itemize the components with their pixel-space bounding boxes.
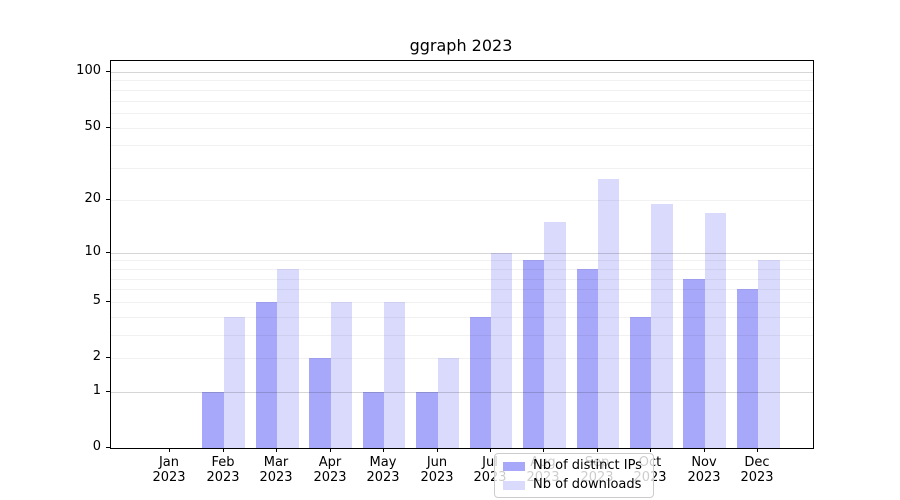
bar-nb-of-downloads-jun-2023 — [437, 358, 459, 448]
bar-nb-of-distinct-ips-jun-2023 — [416, 391, 438, 448]
minor-grid-line-30 — [111, 168, 813, 169]
y-tick-label-0: 0 — [92, 439, 101, 454]
bar-nb-of-downloads-jul-2023 — [491, 252, 513, 448]
legend: Nb of distinct IPs Nb of downloads — [494, 453, 654, 498]
x-tick-label-feb-2023: Feb 2023 — [206, 455, 240, 485]
minor-grid-line-70 — [111, 101, 813, 102]
bar-nb-of-downloads-sep-2023 — [597, 179, 620, 448]
y-tick-label-10: 10 — [84, 244, 101, 259]
minor-grid-line-80 — [111, 90, 813, 91]
y-tick-label-1: 1 — [92, 383, 101, 398]
y-tick-mark-5 — [106, 301, 110, 302]
y-tick-label-2: 2 — [92, 349, 101, 364]
x-tick-label-jan-2023: Jan 2023 — [152, 455, 186, 485]
y-tick-label-100: 100 — [76, 63, 101, 78]
plot-area: Nb of distinct IPs Nb of downloads — [110, 60, 814, 498]
x-tick-label-mar-2023: Mar 2023 — [259, 455, 293, 485]
bar-nb-of-distinct-ips-jul-2023 — [469, 316, 491, 448]
bar-nb-of-downloads-apr-2023 — [330, 302, 353, 448]
x-tick-label-dec-2023: Dec 2023 — [740, 455, 774, 485]
x-tick-mark-feb-2023 — [223, 448, 224, 452]
minor-grid-line-50 — [111, 128, 813, 129]
y-tick-mark-10 — [106, 252, 110, 253]
y-tick-mark-20 — [106, 199, 110, 200]
bar-nb-of-downloads-aug-2023 — [544, 222, 566, 448]
bar-nb-of-downloads-nov-2023 — [704, 212, 727, 448]
chart-title: ggraph 2023 — [409, 36, 513, 55]
bar-nb-of-distinct-ips-nov-2023 — [683, 278, 705, 448]
x-tick-mark-jan-2023 — [169, 448, 170, 452]
bar-nb-of-distinct-ips-sep-2023 — [576, 268, 598, 448]
legend-swatch-downloads — [503, 480, 525, 490]
legend-label-distinct-ips: Nb of distinct IPs — [533, 458, 642, 473]
x-tick-mark-mar-2023 — [276, 448, 277, 452]
minor-grid-line-20 — [111, 200, 813, 201]
x-tick-mark-jul-2023 — [490, 448, 491, 452]
y-tick-label-50: 50 — [84, 119, 101, 134]
x-tick-mark-may-2023 — [383, 448, 384, 452]
bar-nb-of-downloads-feb-2023 — [223, 316, 246, 448]
bar-nb-of-distinct-ips-mar-2023 — [255, 302, 278, 448]
bar-nb-of-distinct-ips-may-2023 — [362, 391, 385, 448]
y-tick-label-5: 5 — [92, 293, 101, 308]
x-tick-label-jun-2023: Jun 2023 — [420, 455, 454, 485]
bar-nb-of-downloads-may-2023 — [384, 302, 406, 448]
legend-label-downloads: Nb of downloads — [533, 477, 642, 492]
legend-entry-downloads: Nb of downloads — [503, 477, 645, 493]
x-tick-mark-jun-2023 — [437, 448, 438, 452]
x-tick-mark-nov-2023 — [704, 448, 705, 452]
x-tick-mark-apr-2023 — [330, 448, 331, 452]
legend-swatch-distinct-ips — [503, 461, 525, 471]
bar-nb-of-distinct-ips-aug-2023 — [523, 260, 545, 448]
bar-nb-of-distinct-ips-dec-2023 — [736, 289, 759, 448]
major-grid-line-100 — [111, 72, 813, 73]
bar-nb-of-distinct-ips-oct-2023 — [629, 316, 652, 448]
bar-nb-of-downloads-mar-2023 — [277, 268, 299, 448]
bar-nb-of-downloads-dec-2023 — [758, 260, 780, 448]
y-tick-label-20: 20 — [84, 191, 101, 206]
x-tick-label-apr-2023: Apr 2023 — [313, 455, 347, 485]
y-tick-mark-50 — [106, 127, 110, 128]
x-tick-label-nov-2023: Nov 2023 — [687, 455, 721, 485]
y-tick-mark-0 — [106, 447, 110, 448]
y-tick-mark-2 — [106, 357, 110, 358]
y-tick-mark-100 — [106, 71, 110, 72]
minor-grid-line-60 — [111, 113, 813, 114]
bar-nb-of-distinct-ips-feb-2023 — [202, 391, 224, 448]
bar-nb-of-distinct-ips-apr-2023 — [309, 358, 331, 448]
y-tick-mark-1 — [106, 391, 110, 392]
x-tick-label-may-2023: May 2023 — [366, 455, 400, 485]
minor-grid-line-90 — [111, 80, 813, 81]
minor-grid-line-40 — [111, 145, 813, 146]
bar-nb-of-downloads-oct-2023 — [651, 203, 673, 448]
x-tick-mark-oct-2023 — [650, 448, 651, 452]
x-tick-mark-aug-2023 — [543, 448, 544, 452]
x-tick-mark-dec-2023 — [757, 448, 758, 452]
x-tick-mark-sep-2023 — [597, 448, 598, 452]
legend-entry-distinct-ips: Nb of distinct IPs — [503, 458, 645, 474]
